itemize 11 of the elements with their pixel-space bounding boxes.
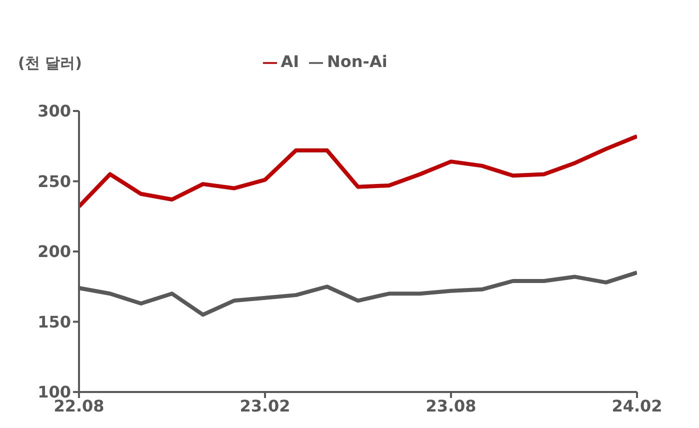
x-tick-label: 24.02: [612, 396, 662, 416]
y-axis-title: (천 달러): [18, 54, 82, 73]
legend-label: Non-Ai: [327, 52, 388, 71]
line-series: [79, 134, 637, 209]
y-tick-label: 300: [38, 102, 71, 121]
y-tick-label: 250: [38, 172, 71, 191]
legend-label: AI: [280, 52, 300, 71]
y-tick-label: 150: [38, 312, 71, 332]
x-tick-label: 23.02: [240, 396, 290, 416]
y-tick-label: 200: [38, 242, 71, 262]
x-tick-label: 23.08: [426, 396, 476, 416]
